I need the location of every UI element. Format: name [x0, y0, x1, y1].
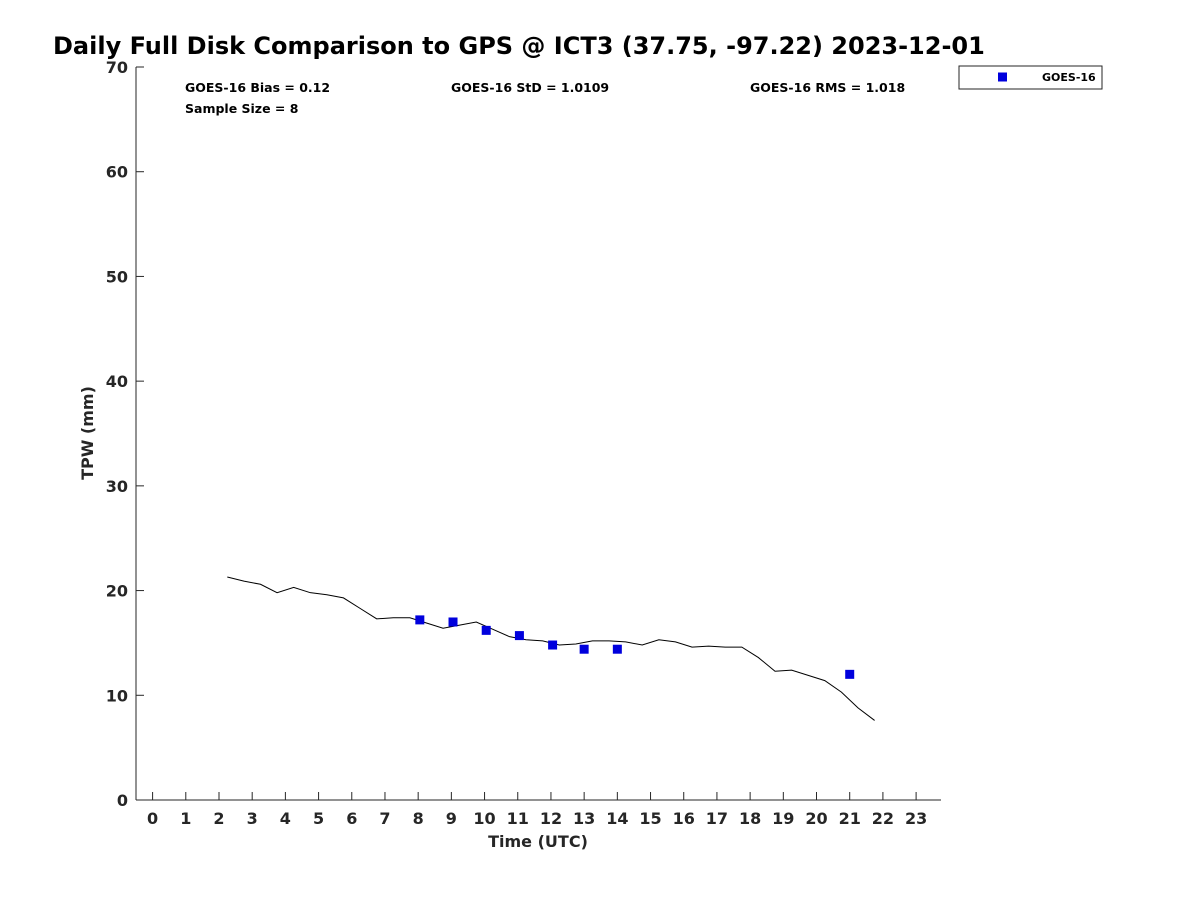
stats-annotations: GOES-16 Bias = 0.12 GOES-16 StD = 1.0109…	[185, 80, 905, 116]
x-tick-label: 8	[413, 809, 424, 828]
rms-annotation: GOES-16 RMS = 1.018	[750, 80, 905, 95]
data-point-goes16	[514, 631, 524, 641]
y-tick-label: 30	[106, 477, 128, 496]
x-ticks: 0 1 2 3 4 5 6 7 8 9 10 11 12 13 14 15 16 17 18 19 20 21 22 23	[147, 792, 927, 828]
x-tick-label: 19	[772, 809, 794, 828]
x-tick-label: 6	[346, 809, 357, 828]
x-tick-label: 0	[147, 809, 158, 828]
x-tick-label: 9	[446, 809, 457, 828]
bias-annotation: GOES-16 Bias = 0.12	[185, 80, 330, 95]
x-tick-label: 22	[872, 809, 894, 828]
x-tick-label: 2	[213, 809, 224, 828]
x-tick-label: 21	[839, 809, 861, 828]
x-tick-label: 10	[473, 809, 495, 828]
plot-area	[227, 576, 875, 721]
y-tick-label: 10	[106, 686, 128, 705]
data-point-goes16	[548, 640, 558, 650]
y-tick-label: 60	[106, 163, 128, 182]
x-tick-label: 16	[673, 809, 695, 828]
y-tick-label: 70	[106, 58, 128, 77]
legend: GOES-16	[958, 65, 1103, 90]
y-tick-label: 20	[106, 582, 128, 601]
y-tick-label: 50	[106, 267, 128, 286]
data-point-goes16	[612, 644, 622, 654]
chart-title: Daily Full Disk Comparison to GPS @ ICT3…	[53, 32, 985, 60]
legend-box	[958, 65, 1103, 90]
x-tick-label: 14	[606, 809, 628, 828]
x-tick-label: 1	[180, 809, 191, 828]
x-axis-label: Time (UTC)	[488, 832, 588, 851]
x-tick-label: 15	[639, 809, 661, 828]
data-point-goes16	[415, 615, 425, 625]
data-point-goes16	[845, 669, 855, 679]
x-tick-label: 11	[507, 809, 529, 828]
y-tick-label: 40	[106, 372, 128, 391]
y-axis-label: TPW (mm)	[78, 386, 97, 480]
x-tick-label: 12	[540, 809, 562, 828]
x-tick-label: 20	[805, 809, 827, 828]
legend-label-goes16: GOES-16	[1042, 71, 1096, 84]
data-point-goes16	[448, 617, 458, 627]
x-tick-label: 7	[379, 809, 390, 828]
legend-marker-goes16	[998, 72, 1007, 82]
y-tick-label: 0	[117, 791, 128, 810]
data-point-goes16	[481, 625, 491, 635]
x-tick-label: 5	[313, 809, 324, 828]
x-tick-label: 18	[739, 809, 761, 828]
x-tick-label: 17	[706, 809, 728, 828]
x-tick-label: 13	[573, 809, 595, 828]
x-tick-label: 3	[247, 809, 258, 828]
data-point-goes16	[579, 644, 589, 654]
std-annotation: GOES-16 StD = 1.0109	[451, 80, 609, 95]
axes	[135, 67, 941, 801]
x-tick-label: 23	[905, 809, 927, 828]
y-ticks: 0 10 20 30 40 50 60 70	[106, 58, 144, 810]
x-tick-label: 4	[280, 809, 291, 828]
sample-size-annotation: Sample Size = 8	[185, 101, 298, 116]
